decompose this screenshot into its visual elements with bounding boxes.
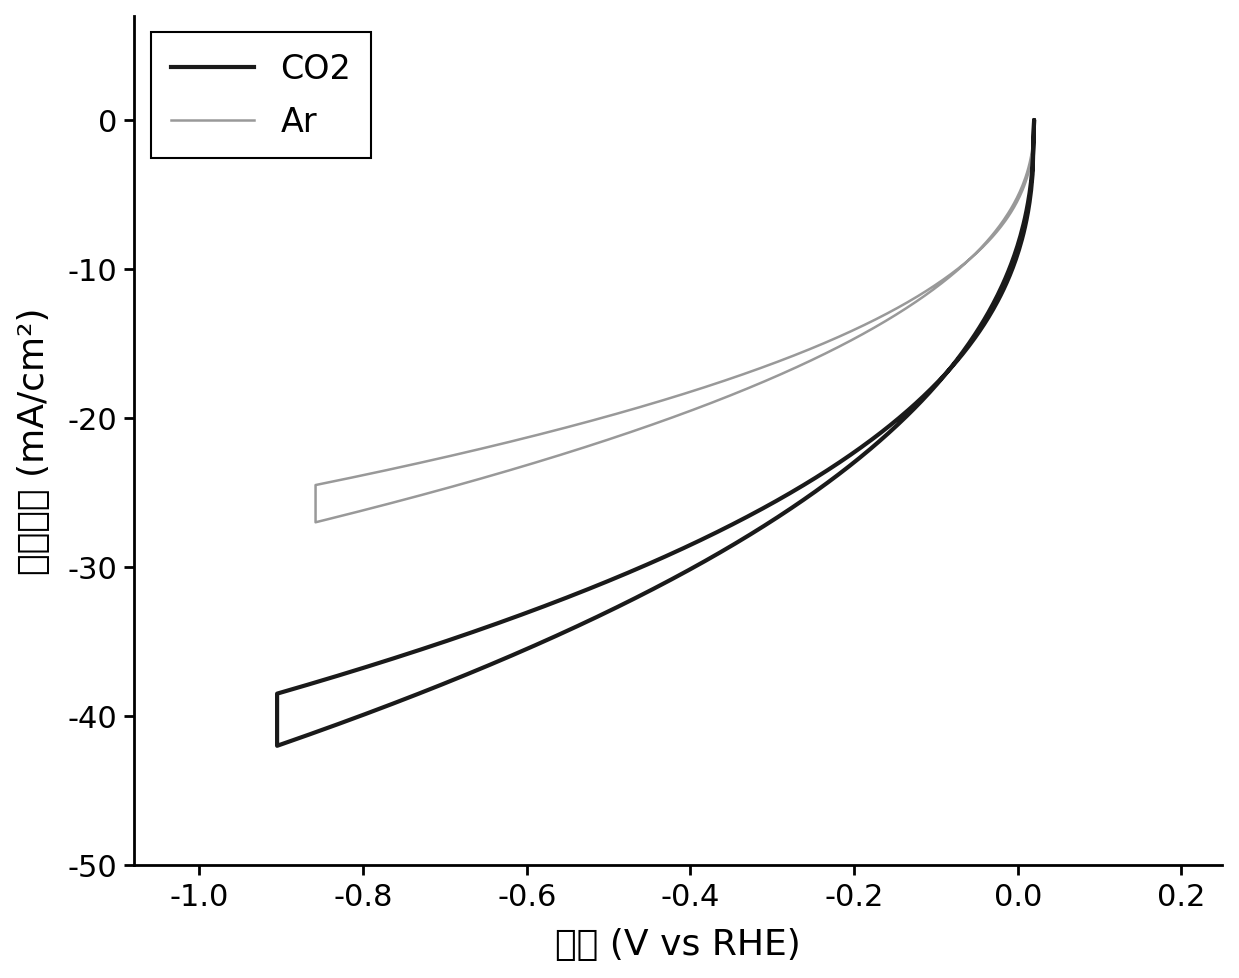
Ar: [1027, 115, 1042, 127]
CO2: [722, 520, 737, 532]
CO2: [694, 534, 709, 546]
CO2: [872, 436, 887, 448]
Y-axis label: 电流密度 (mA/cm²): 电流密度 (mA/cm²): [16, 307, 51, 574]
CO2: [554, 595, 569, 606]
CO2: [1027, 115, 1042, 127]
Line: Ar: Ar: [316, 121, 1035, 523]
Ar: [445, 481, 460, 493]
CO2: [359, 708, 374, 720]
CO2: [270, 740, 285, 752]
Ar: [1027, 115, 1042, 127]
Line: CO2: CO2: [278, 121, 1035, 746]
Ar: [737, 369, 752, 380]
Ar: [880, 315, 895, 327]
CO2: [1027, 115, 1042, 127]
Ar: [577, 418, 592, 429]
X-axis label: 电位 (V vs RHE): 电位 (V vs RHE): [555, 927, 800, 961]
CO2: [414, 688, 429, 699]
Ar: [711, 378, 726, 389]
Ar: [309, 517, 323, 529]
Ar: [393, 495, 408, 507]
Legend: CO2, Ar: CO2, Ar: [151, 33, 372, 159]
